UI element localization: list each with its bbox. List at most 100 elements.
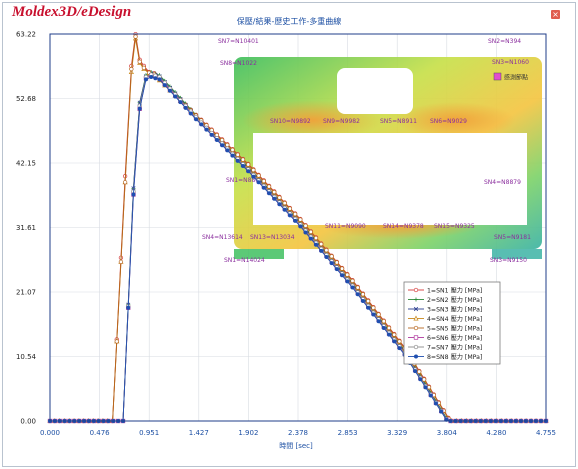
data-point: [339, 266, 345, 271]
sensor-node-label: SN6=N9029: [430, 118, 467, 125]
app-logo: Moldex3D/eDesign: [12, 4, 132, 20]
plot-area: [49, 33, 547, 422]
legend-entry: 3=SN3 壓力 [MPa]: [427, 305, 482, 313]
y-tick-label: 63.22: [16, 31, 36, 39]
part-tab-right: [492, 249, 542, 259]
data-point: [292, 211, 298, 217]
data-point: [413, 315, 419, 321]
sensor-node-label: SN14=N9378: [383, 223, 424, 230]
data-point: [199, 122, 204, 127]
data-point: [371, 312, 376, 317]
sensor-node-label: SN9=N9982: [323, 118, 360, 125]
sensor-node-label: SN3=N9150: [490, 257, 527, 264]
data-point: [220, 143, 225, 148]
legend-box: [403, 281, 501, 365]
x-tick-label: 1.902: [238, 429, 258, 437]
data-point: [413, 287, 419, 293]
sensor-node-label: SN13=N13034: [250, 234, 295, 241]
x-axis-label: 時間 [sec]: [279, 442, 313, 450]
data-point: [334, 267, 339, 272]
data-point: [246, 169, 251, 174]
data-point: [298, 217, 303, 222]
part-window-top: [337, 68, 413, 114]
data-point: [157, 77, 162, 82]
y-tick-label: 0.00: [20, 418, 36, 426]
sensor-node-label: SN4=N8879: [484, 179, 521, 186]
data-point: [376, 319, 381, 324]
legend-entry: 6=SN6 壓力 [MPa]: [427, 334, 482, 342]
data-point: [287, 206, 293, 211]
y-tick-label: 52.68: [16, 95, 36, 103]
data-point: [413, 369, 418, 374]
part-window-main: [253, 133, 527, 225]
legend-entry: 8=SN8 壓力 [MPa]: [427, 353, 482, 361]
data-point: [414, 354, 418, 359]
data-point: [355, 285, 360, 290]
y-tick-label: 31.61: [16, 224, 36, 232]
data-point: [324, 254, 329, 259]
data-point: [173, 94, 178, 99]
data-point: [308, 229, 313, 234]
data-point: [149, 74, 154, 79]
data-point: [381, 319, 386, 324]
data-point: [426, 385, 432, 390]
legend-entry: 7=SN7 壓力 [MPa]: [427, 343, 482, 351]
data-point: [350, 278, 355, 283]
data-point: [194, 117, 199, 122]
data-point: [365, 298, 371, 304]
data-point: [133, 34, 138, 39]
data-point: [421, 377, 427, 382]
data-point: [178, 100, 183, 105]
x-tick-label: 4.280: [486, 429, 506, 437]
data-point: [256, 173, 261, 178]
data-point: [386, 325, 392, 331]
sensor-legend-swatch: [493, 72, 502, 81]
sensor-node-label: SN5=N8911: [380, 118, 417, 125]
sensor-node-label: SN5=N9181: [494, 234, 531, 241]
legend-entry: 5=SN5 壓力 [MPa]: [427, 324, 482, 332]
data-point: [387, 332, 392, 337]
axes: 0.000 0.476 0.951 1.427 1.902 2.378 2.853 3.329…: [16, 31, 556, 451]
data-point: [355, 292, 360, 297]
sensor-legend-label: 感測節點: [504, 74, 528, 82]
data-point: [282, 200, 287, 206]
data-point: [433, 401, 438, 406]
data-point: [303, 223, 308, 228]
data-point: [413, 344, 419, 350]
data-point: [397, 339, 402, 344]
sensor-node-label: SN8=N1022: [220, 60, 257, 67]
sensor-node-label: SN10=N9892: [270, 118, 311, 125]
data-point: [392, 332, 397, 337]
data-point: [350, 285, 355, 290]
data-point: [345, 279, 350, 284]
sensor-node-label: SN7=N10401: [218, 38, 259, 45]
data-point: [235, 158, 240, 163]
data-point: [240, 164, 245, 169]
data-point: [235, 152, 240, 157]
y-tick-label: 10.54: [16, 353, 37, 361]
close-icon[interactable]: ×: [551, 10, 560, 19]
data-point: [345, 272, 350, 277]
data-point: [129, 66, 134, 72]
data-point: [308, 236, 313, 241]
legend: 1=SN1 壓力 [MPa] 2=SN2 壓力 [MPa]3=SN3 壓力 [MP…: [403, 281, 501, 365]
data-point: [240, 157, 246, 162]
data-point: [162, 83, 167, 88]
data-point: [329, 261, 334, 266]
data-point: [143, 77, 148, 82]
data-point: [209, 132, 214, 137]
data-point: [266, 184, 272, 189]
data-point: [282, 207, 287, 212]
x-tick-label: 1.427: [189, 429, 209, 437]
data-point: [167, 88, 172, 93]
hot-zone: [395, 102, 515, 138]
data-point: [256, 180, 261, 185]
data-point: [414, 297, 418, 302]
data-point: [246, 162, 251, 167]
data-point: [183, 105, 188, 110]
data-point: [225, 142, 230, 148]
x-tick-label: 3.329: [387, 429, 407, 437]
sensor-node-label: SN15=N9325: [434, 223, 475, 230]
data-point: [277, 202, 282, 207]
data-point: [340, 273, 345, 278]
